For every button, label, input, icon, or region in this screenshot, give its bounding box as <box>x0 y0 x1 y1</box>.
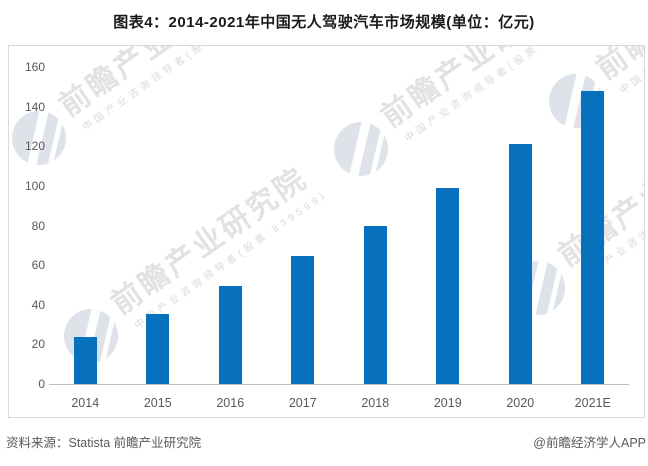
y-tick-label: 20 <box>31 337 45 352</box>
watermark-brand-text: 前瞻产业研究院 <box>105 161 314 322</box>
x-axis-label: 2020 <box>506 396 535 410</box>
y-tick-label: 60 <box>31 258 45 273</box>
y-tick-label: 160 <box>24 60 45 74</box>
chart-title: 图表4：2014-2021年中国无人驾驶汽车市场规模(单位：亿元) <box>113 14 535 31</box>
x-axis-label: 2018 <box>361 396 390 410</box>
x-axis-label: 2015 <box>143 396 172 410</box>
watermark-sub-text: 中国产业咨询领导者(股票:839599) <box>402 45 600 145</box>
bar-2014 <box>73 337 97 384</box>
chart-canvas: 前瞻产业研究院中国产业咨询领导者(股票:839599)前瞻产业研究院中国产业咨询… <box>8 45 645 418</box>
y-tick-label: 140 <box>24 99 45 114</box>
bar-2019 <box>436 187 460 384</box>
credit-label: @前瞻经济学人APP <box>533 436 646 450</box>
qianzhan-logo-icon <box>323 111 399 187</box>
bar-2018 <box>363 225 387 384</box>
watermark: 前瞻产业研究院中国产业咨询领导者(股票:839599) <box>323 45 601 187</box>
watermark-brand-text: 前瞻产业研究院 <box>591 46 644 86</box>
x-axis-line <box>49 384 629 385</box>
watermark-brand-text: 前瞻产业研究院 <box>54 46 268 123</box>
y-tick-label: 100 <box>24 178 45 193</box>
bar-2017 <box>291 256 315 384</box>
y-tick-label: 120 <box>24 139 45 154</box>
y-tick-label: 80 <box>31 218 45 233</box>
bar-2020 <box>508 144 532 384</box>
x-axis-label: 2021E <box>574 396 611 410</box>
watermark-sub-text: 中国产业咨询领导者(股票:839599) <box>616 46 644 97</box>
source-label: 资料来源：Statista 前瞻产业研究院 <box>6 436 202 450</box>
bar-2015 <box>146 313 170 384</box>
watermark-sub-text: 中国产业咨询领导者(股票:839599) <box>80 45 278 134</box>
x-axis-label: 2019 <box>433 396 462 410</box>
y-tick-label: 0 <box>38 377 45 391</box>
footer: 资料来源：Statista 前瞻产业研究院 @前瞻经济学人APP <box>0 432 648 451</box>
x-axis-label: 2016 <box>216 396 245 410</box>
watermark-brand-text: 前瞻产业研究院 <box>375 45 584 135</box>
x-axis-label: 2017 <box>288 396 317 410</box>
x-axis-label: 2014 <box>71 396 100 410</box>
y-tick-label: 40 <box>31 297 45 312</box>
bar-2016 <box>218 285 242 384</box>
bar-2021E <box>581 90 605 384</box>
